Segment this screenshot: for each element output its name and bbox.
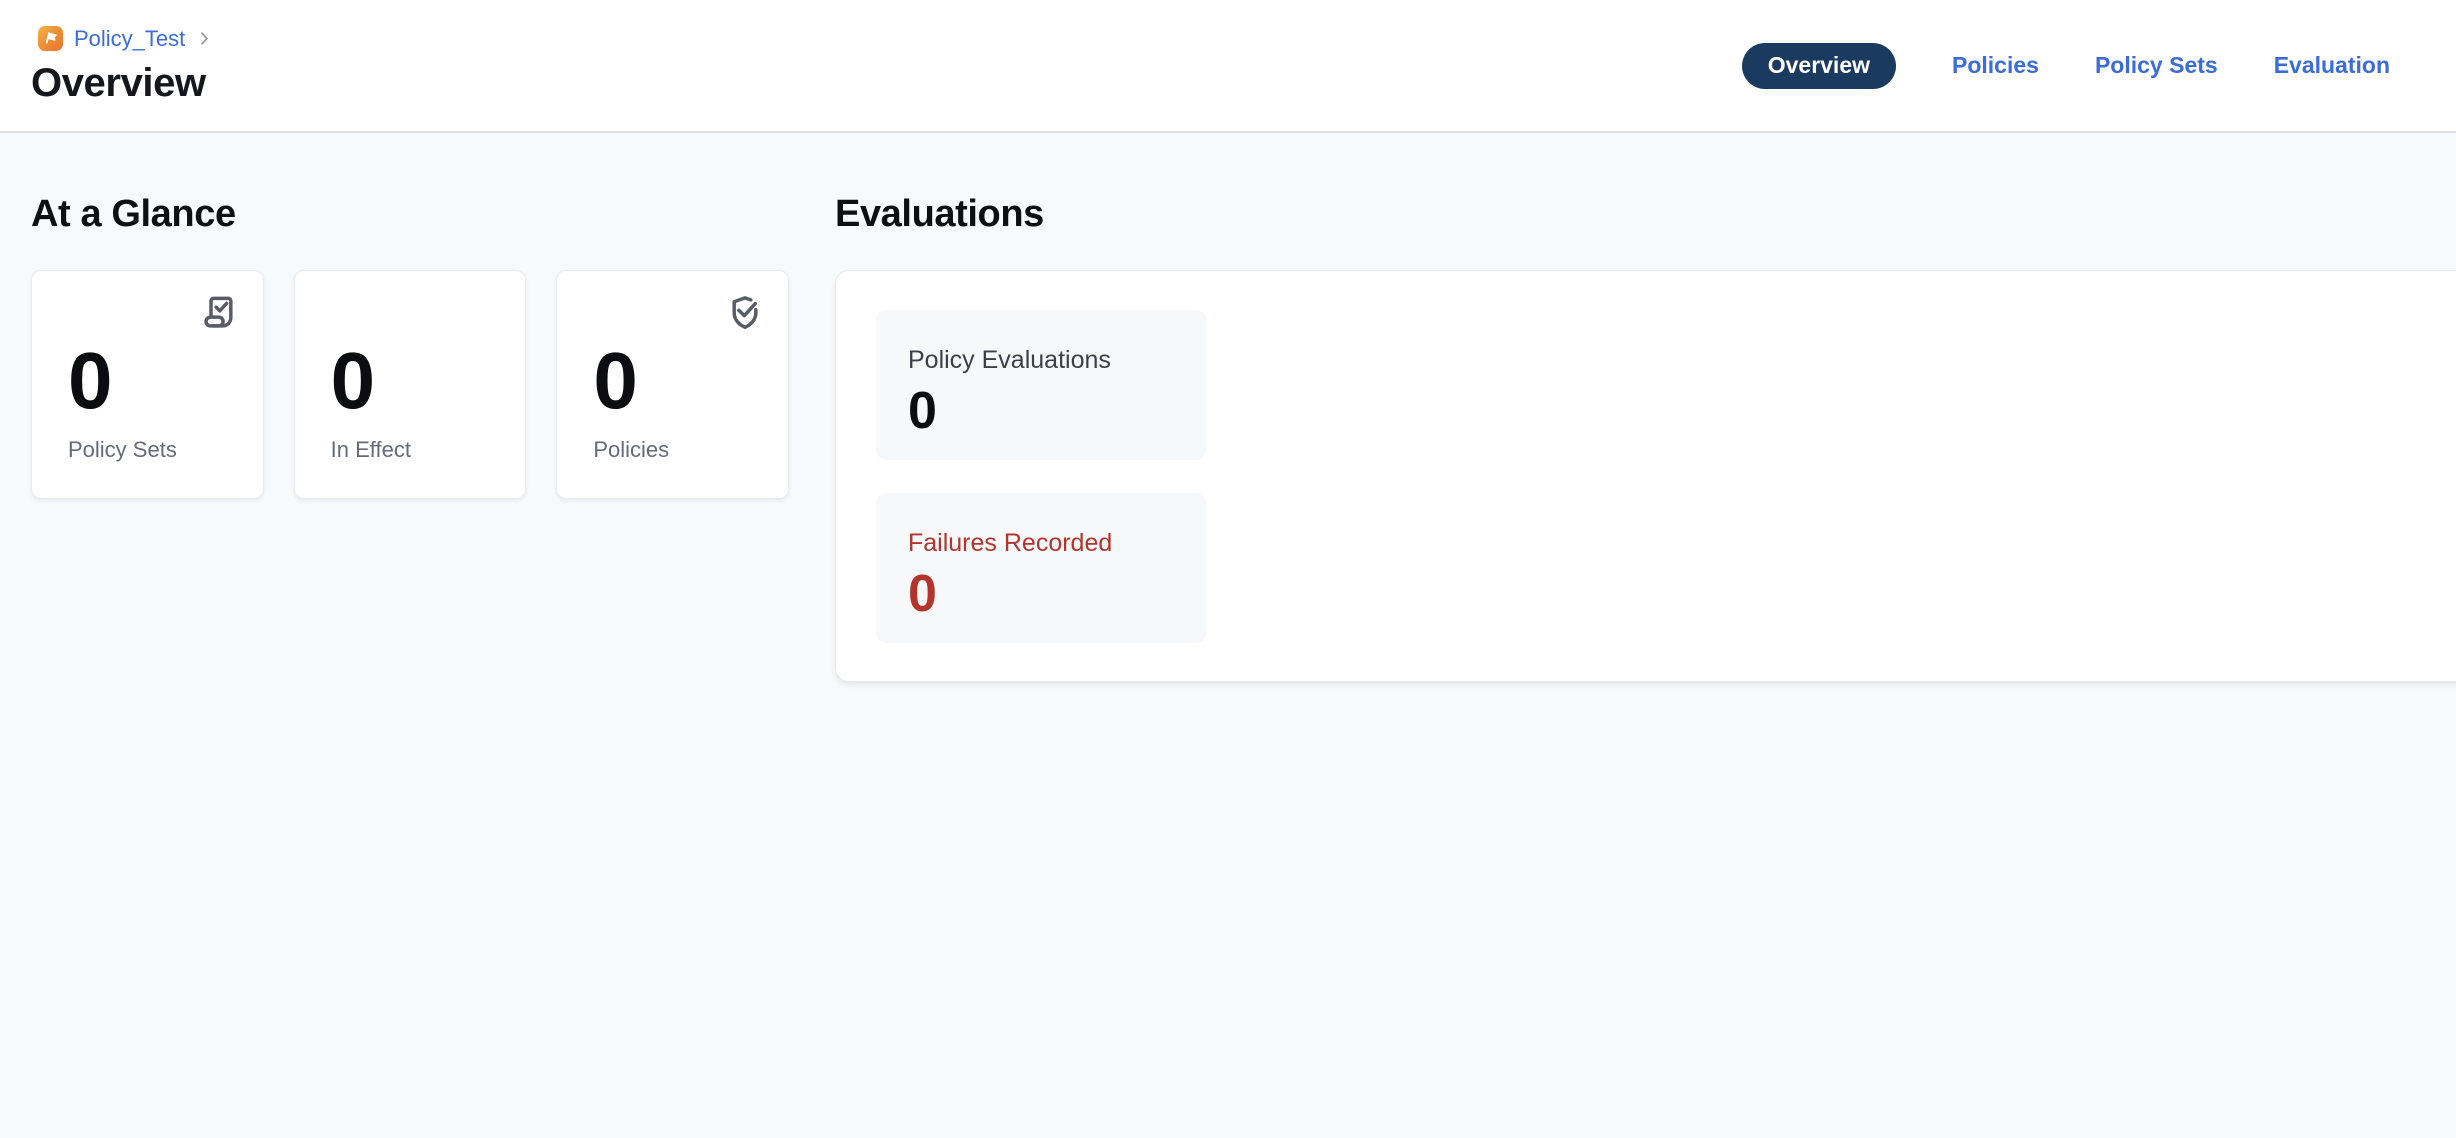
failures-recorded-tile: Failures Recorded 0 [876,493,1206,643]
at-a-glance-section: At a Glance 0 Policy Sets 0 In Effect [31,193,790,499]
breadcrumb-link-policy-test[interactable]: Policy_Test [74,25,186,51]
chevron-right-icon [196,30,213,47]
stat-label-in-effect: In Effect [330,437,411,462]
glance-cards-row: 0 Policy Sets 0 In Effect 0 Policies [31,270,790,499]
policy-evaluations-value: 0 [908,382,937,440]
stat-value-in-effect: 0 [330,336,376,425]
failures-recorded-label: Failures Recorded [908,529,1113,557]
tab-policies[interactable]: Policies [1952,52,2039,78]
page-title: Overview [31,60,206,105]
top-nav: Overview Policies Policy Sets Evaluation [1741,42,2390,89]
stat-value-policy-sets: 0 [68,336,113,425]
failures-recorded-value: 0 [908,565,937,623]
sentinel-app-icon [38,26,63,51]
evaluations-section: Evaluations Policy Evaluations 0 Failure… [835,193,2456,682]
stat-label-policies: Policies [593,437,670,462]
policy-shield-check-icon [723,292,767,336]
header-left: Policy_Test Overview [31,26,213,106]
policy-evaluations-tile: Policy Evaluations 0 [876,310,1206,460]
stat-card-policy-sets: 0 Policy Sets [31,270,264,499]
policy-evaluations-label: Policy Evaluations [908,346,1111,374]
tab-overview[interactable]: Overview [1741,42,1897,89]
stat-value-policies: 0 [593,336,638,425]
evaluations-card: Policy Evaluations 0 Failures Recorded 0 [835,270,2456,682]
stat-card-in-effect: 0 In Effect [293,270,527,499]
tab-policy-sets[interactable]: Policy Sets [2094,52,2218,78]
at-a-glance-heading: At a Glance [31,193,236,235]
stat-card-policies: 0 Policies [556,270,790,499]
main-content: At a Glance 0 Policy Sets 0 In Effect [0,133,2456,682]
tab-evaluation[interactable]: Evaluation [2273,52,2390,78]
stat-label-policy-sets: Policy Sets [68,437,177,462]
evaluations-heading: Evaluations [835,193,1044,235]
page-header: Policy_Test Overview Overview Policies P… [0,0,2456,133]
policy-set-scroll-check-icon [198,292,242,336]
breadcrumb: Policy_Test [38,26,213,52]
